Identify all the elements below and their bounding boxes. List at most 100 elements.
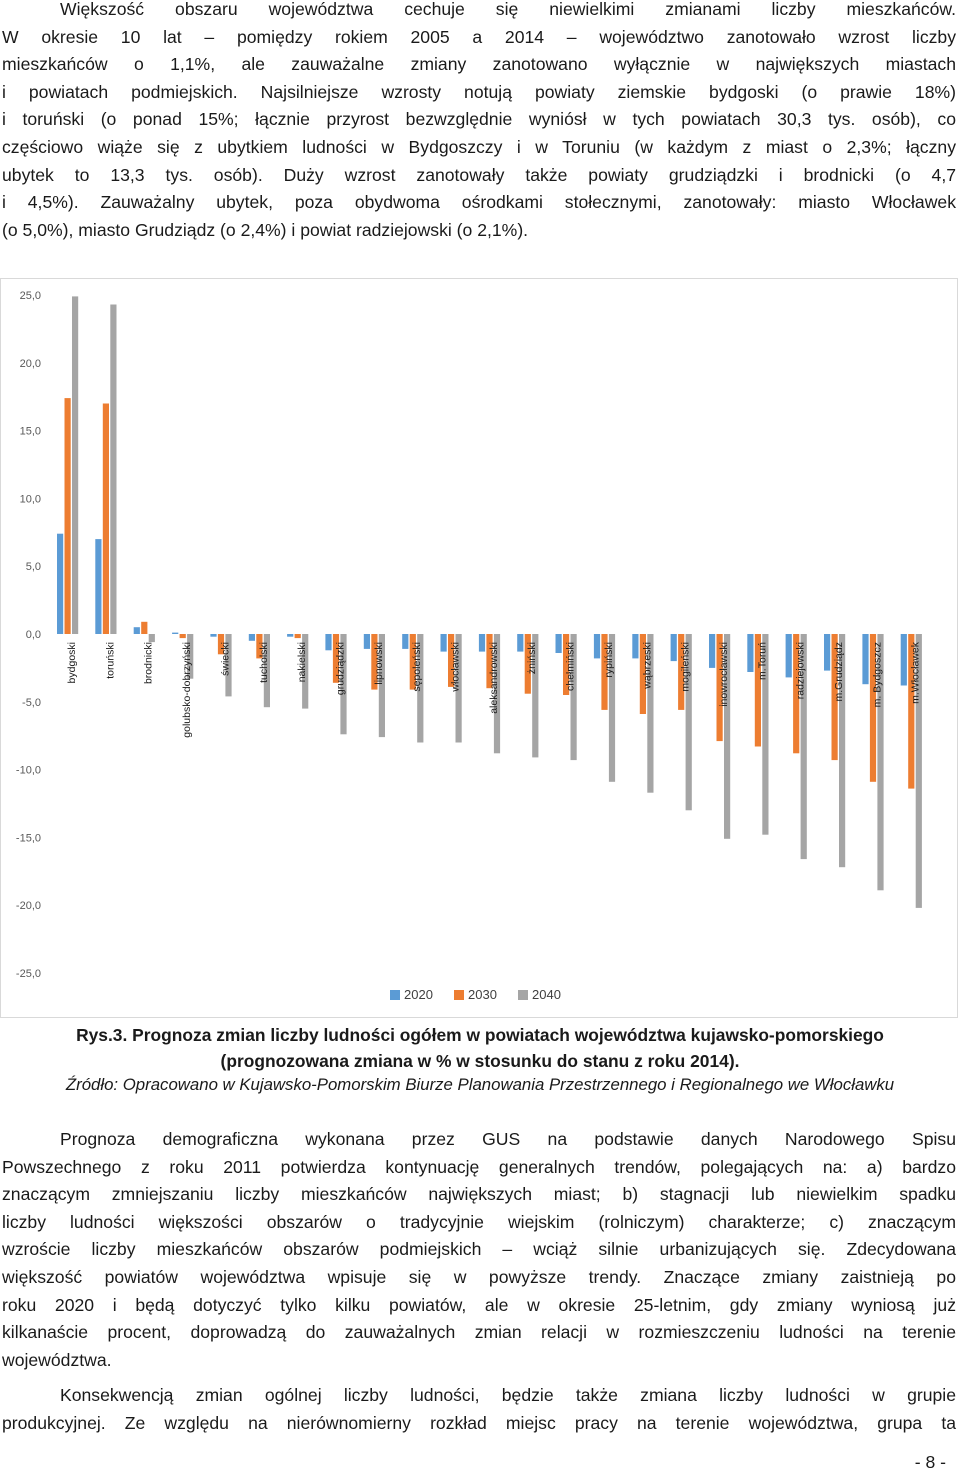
bar-2040 xyxy=(148,634,155,643)
bar-2040 xyxy=(532,634,539,758)
bar-2020 xyxy=(325,634,332,651)
bar-2020 xyxy=(248,634,255,641)
y-tick-label: -5,0 xyxy=(22,697,41,709)
text-line: produkcyjnej. Ze względu na nierównomier… xyxy=(2,1412,956,1433)
bar-2040 xyxy=(187,634,194,679)
y-tick-label: 5,0 xyxy=(26,561,41,573)
bar-2020 xyxy=(133,627,140,634)
legend-label: 2020 xyxy=(404,987,433,1002)
bar-2040 xyxy=(877,634,884,891)
bar-2040 xyxy=(839,634,846,868)
category-label: żniński xyxy=(526,642,538,674)
bar-2030 xyxy=(908,634,915,789)
category-label: nakielski xyxy=(296,642,308,682)
category-label: m.Grudziądz xyxy=(833,642,845,702)
y-tick-label: -25,0 xyxy=(16,968,41,980)
category-label: aleksandrowski xyxy=(488,642,500,714)
bar-2020 xyxy=(900,634,907,686)
category-label: toruński xyxy=(104,642,116,679)
bar-2040 xyxy=(800,634,807,860)
bar-2040 xyxy=(570,634,577,761)
bar-2020 xyxy=(593,634,601,659)
legend-swatch-2040 xyxy=(518,990,528,1000)
bar-2030 xyxy=(563,634,570,695)
y-tick-label: -20,0 xyxy=(16,900,41,912)
bar-2020 xyxy=(95,539,102,634)
bar-2020 xyxy=(210,634,217,637)
category-label: m.Toruń xyxy=(756,642,768,680)
bar-2020 xyxy=(172,632,179,634)
bar-2020 xyxy=(440,634,447,652)
bar-2030 xyxy=(294,634,301,639)
text-line: i 4,5%). Zauważalny ubytek, poza obydwom… xyxy=(2,192,956,213)
text-line: województwa. xyxy=(2,1349,112,1370)
page-number: - 8 - xyxy=(914,1452,946,1472)
figure-source: Źródło: Opracowano w Kujawsko-Pomorskim … xyxy=(65,1075,895,1094)
bar-2020 xyxy=(785,634,792,678)
bar-2030 xyxy=(793,634,800,754)
text-line: Większość obszaru województwa cechuje si… xyxy=(60,0,956,19)
text-line: częściowo wiąże się z ubytkiem ludności … xyxy=(2,136,956,157)
category-label: mogileński xyxy=(680,642,692,692)
figure-caption: Rys.3. Prognoza zmian liczby ludności og… xyxy=(76,1025,884,1045)
text-line: Powszechnego z roku 2011 potwierdza kont… xyxy=(2,1156,956,1177)
bar-2020 xyxy=(555,634,562,653)
category-label: rypiński xyxy=(603,642,615,678)
bar-2030 xyxy=(831,634,838,761)
text-line: znaczącym zmniejszaniu liczby mieszkańcó… xyxy=(2,1184,956,1205)
text-line: roku 2020 i będą dotyczyć tylko kilku po… xyxy=(2,1294,956,1315)
bar-2030 xyxy=(869,634,877,782)
category-label: m. Bydgoszcz xyxy=(871,642,883,707)
bar-2030 xyxy=(371,634,378,690)
bar-2040 xyxy=(302,634,309,709)
bar-2040 xyxy=(378,634,385,738)
bar-2020 xyxy=(862,634,869,685)
text-line: W okresie 10 lat – pomiędzy rokiem 2005 … xyxy=(2,26,956,47)
bar-2030 xyxy=(486,634,493,689)
legend-label: 2030 xyxy=(468,987,497,1002)
bar-2020 xyxy=(363,634,370,649)
bar-2040 xyxy=(110,304,117,634)
bar-2020 xyxy=(478,634,486,652)
bar-2020 xyxy=(632,634,639,659)
y-tick-label: 0,0 xyxy=(26,629,41,641)
bar-2040 xyxy=(263,634,270,708)
bar-2020 xyxy=(670,634,677,662)
text-line: i toruński (o ponad 15%; łącznie przyros… xyxy=(2,109,956,130)
bar-2030 xyxy=(332,634,340,683)
text-line: i powiatach podmiejskich. Najsilniejsze … xyxy=(2,81,956,102)
category-label: inowrocławski xyxy=(718,642,730,707)
text-line: liczby ludności większości obszarów o tr… xyxy=(2,1211,956,1232)
text-line: (o 5,0%), miasto Grudziądz (o 2,4%) i po… xyxy=(2,219,529,240)
y-tick-label: 15,0 xyxy=(20,426,41,438)
bar-2030 xyxy=(754,634,761,747)
category-label: golubsko-dobrzyński xyxy=(181,642,193,738)
bar-2030 xyxy=(102,403,109,634)
category-label: chełmiński xyxy=(565,642,577,691)
bar-2020 xyxy=(824,634,831,671)
category-label: świecki xyxy=(219,642,231,676)
text-line: Konsekwencją zmian ogólnej liczby ludnoś… xyxy=(60,1385,956,1405)
category-label: bydgoski xyxy=(66,642,78,683)
text-line: Prognoza demograficzna wykonana przez GU… xyxy=(60,1129,956,1149)
bar-2030 xyxy=(141,621,148,634)
bar-2030 xyxy=(678,634,685,710)
text-line: mieszkańców o 1,1%, ale zauważalne zmian… xyxy=(2,54,956,75)
paragraph-consequence: Konsekwencją zmian ogólnej liczby ludnoś… xyxy=(2,1382,956,1437)
y-tick-label: 25,0 xyxy=(20,290,41,302)
bar-2020 xyxy=(747,634,754,672)
bar-2040 xyxy=(417,634,424,743)
y-tick-label: -15,0 xyxy=(16,832,41,844)
y-tick-label: 10,0 xyxy=(20,493,41,505)
bar-2040 xyxy=(762,634,769,835)
text-line: kilkanaście procent, doprowadzą do zauwa… xyxy=(2,1322,956,1343)
bar-2040 xyxy=(225,634,232,697)
y-tick-label: -10,0 xyxy=(16,765,41,777)
bar-2020 xyxy=(709,634,716,668)
bar-2030 xyxy=(409,634,416,690)
bar-2040 xyxy=(685,634,692,811)
category-label: lipnowski xyxy=(373,642,385,685)
category-label: tucholski xyxy=(258,642,270,683)
y-tick-label: 20,0 xyxy=(20,358,41,370)
category-label: sępoleński xyxy=(411,642,423,692)
